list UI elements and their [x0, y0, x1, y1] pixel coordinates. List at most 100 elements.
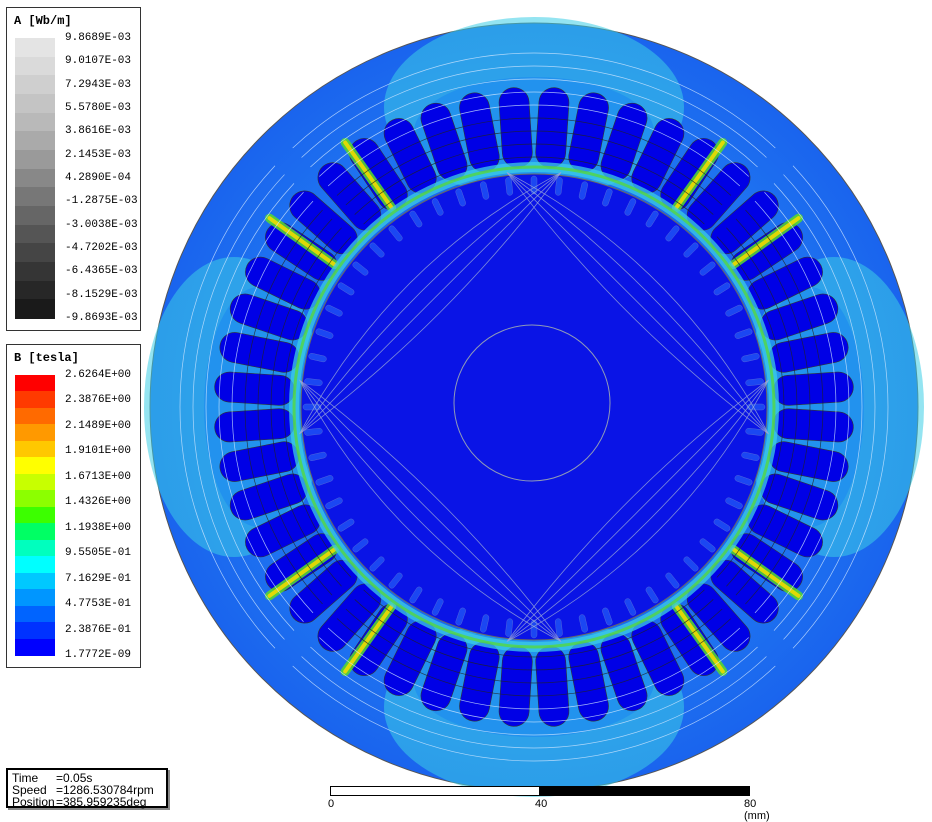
legend_b-swatch: [15, 506, 55, 524]
legend_a-value-label: 4.2890E-04: [65, 172, 132, 184]
rotor-bar: [369, 556, 385, 572]
legend_a-swatch: [15, 187, 55, 207]
legend_a-swatch: [15, 150, 55, 170]
shaft-outline: [453, 324, 611, 482]
stator-slot: [498, 646, 533, 727]
stator-slot: [773, 408, 854, 443]
legend_a-value-label: -4.7202E-03: [65, 242, 138, 254]
legend_a-swatch: [15, 280, 55, 300]
flux-line: [292, 52, 776, 149]
rotor-bar: [746, 403, 766, 411]
rotor-bar: [578, 181, 588, 200]
rotor-bar: [683, 242, 699, 258]
speed-label: Speed: [12, 783, 47, 797]
rotor-flux-line: [299, 172, 562, 435]
flux-line: [244, 209, 323, 605]
flux-line: [292, 665, 776, 762]
legend_b-swatch: [15, 589, 55, 607]
time-value: =0.05s: [56, 771, 93, 785]
rotor-bar: [530, 619, 538, 639]
rotor-bar: [734, 475, 753, 486]
legend_a-value-label: 9.0107E-03: [65, 55, 132, 68]
legend_b-value-label: 2.3876E+00: [65, 394, 132, 407]
rotor-bar: [665, 225, 680, 242]
legend_b-value-label: 9.5505E-01: [65, 547, 132, 560]
rotor-flux-line: [506, 379, 769, 642]
legend_b-swatch: [15, 605, 55, 623]
flux-line: [354, 599, 714, 671]
rotor-bar: [302, 403, 322, 411]
rotor-flux-line: [299, 172, 562, 435]
rotor-bar: [455, 607, 466, 626]
legend_a-value-label: 2.1453E-03: [65, 148, 132, 161]
rotor-flux-line: [299, 379, 562, 642]
legend_a-value-label: -1.2875E-03: [65, 195, 138, 208]
flux-line: [319, 91, 749, 177]
rotor-bar: [315, 328, 334, 339]
rotor-bar: [304, 427, 323, 436]
legend_b-swatch: [15, 375, 55, 393]
legend_b-swatch: [15, 523, 55, 541]
legend_a-swatch: [15, 75, 55, 95]
legend_b-swatch: [15, 473, 55, 491]
rotor-flux-line: [299, 379, 562, 642]
rotor-bar: [352, 538, 369, 553]
saturated-tooth-core: [674, 140, 725, 210]
rotor-bar: [409, 210, 423, 228]
legend_a-value-label: -8.1529E-03: [65, 288, 138, 301]
rotor-bar: [725, 497, 743, 510]
legend_a-value-label: 7.2943E-03: [65, 78, 132, 91]
rotor-bar: [624, 198, 637, 216]
legend_a-swatch: [15, 243, 55, 263]
rotor-flux-line: [299, 172, 562, 435]
rotor-flux-line: [506, 172, 769, 435]
flux-line: [319, 637, 749, 723]
rotor-bar: [480, 614, 490, 633]
rotor-bar: [713, 518, 731, 532]
legend_b-swatch: [15, 622, 55, 640]
legend_b-swatch: [15, 457, 55, 475]
scale-tick-80: 80 (mm): [744, 798, 770, 822]
flux-line: [257, 218, 333, 596]
flux-line: [327, 104, 741, 187]
rotor-bar: [741, 353, 760, 363]
rotor-bar: [602, 607, 613, 626]
flux-line: [218, 192, 304, 622]
rotor-flux-line: [506, 172, 769, 435]
legend-vector-potential: A [Wb/m] 9.8689E-03 9.0107E-03 7.2943E-03 5…: [6, 7, 141, 331]
legend_b-swatch: [15, 638, 55, 656]
rotor-bar: [699, 261, 716, 276]
rotor-bar: [699, 538, 716, 553]
legend_b-value-label: 1.4326E+00: [65, 496, 132, 509]
flux-line: [363, 156, 705, 225]
flux-line: [327, 627, 741, 710]
rotor-bar: [325, 497, 343, 510]
rotor-flux-line: [299, 379, 562, 642]
saturated-tooth-core: [674, 604, 725, 674]
flux-line: [231, 200, 314, 614]
legend_b-swatch: [15, 407, 55, 425]
legend-a-title: A [Wb/m]: [14, 14, 72, 28]
legend_a-value-label: 9.8689E-03: [65, 32, 132, 44]
rotor-flux-line: [506, 379, 769, 642]
rotor-flux-line: [506, 379, 769, 642]
rotor-bar: [304, 378, 323, 387]
rotor-bar: [308, 353, 327, 363]
legend_a-value-label: -6.4365E-03: [65, 265, 138, 278]
flux-line: [192, 174, 285, 640]
rotor-bar: [645, 210, 659, 228]
speed-value: =1286.530784rpm: [56, 783, 154, 797]
legend_a-swatch: [15, 94, 55, 114]
rotor-bar: [505, 177, 514, 196]
legend_a-swatch: [15, 168, 55, 188]
rotor-bar: [315, 475, 334, 486]
rotor-bar: [665, 572, 680, 589]
rotor-bar: [578, 614, 588, 633]
rotor-bar: [734, 328, 753, 339]
flux-line: [310, 78, 758, 168]
air-gap-peak: [292, 165, 776, 649]
legend_b-swatch: [15, 556, 55, 574]
stator-slot: [498, 87, 533, 168]
legend_b-swatch: [15, 391, 55, 409]
